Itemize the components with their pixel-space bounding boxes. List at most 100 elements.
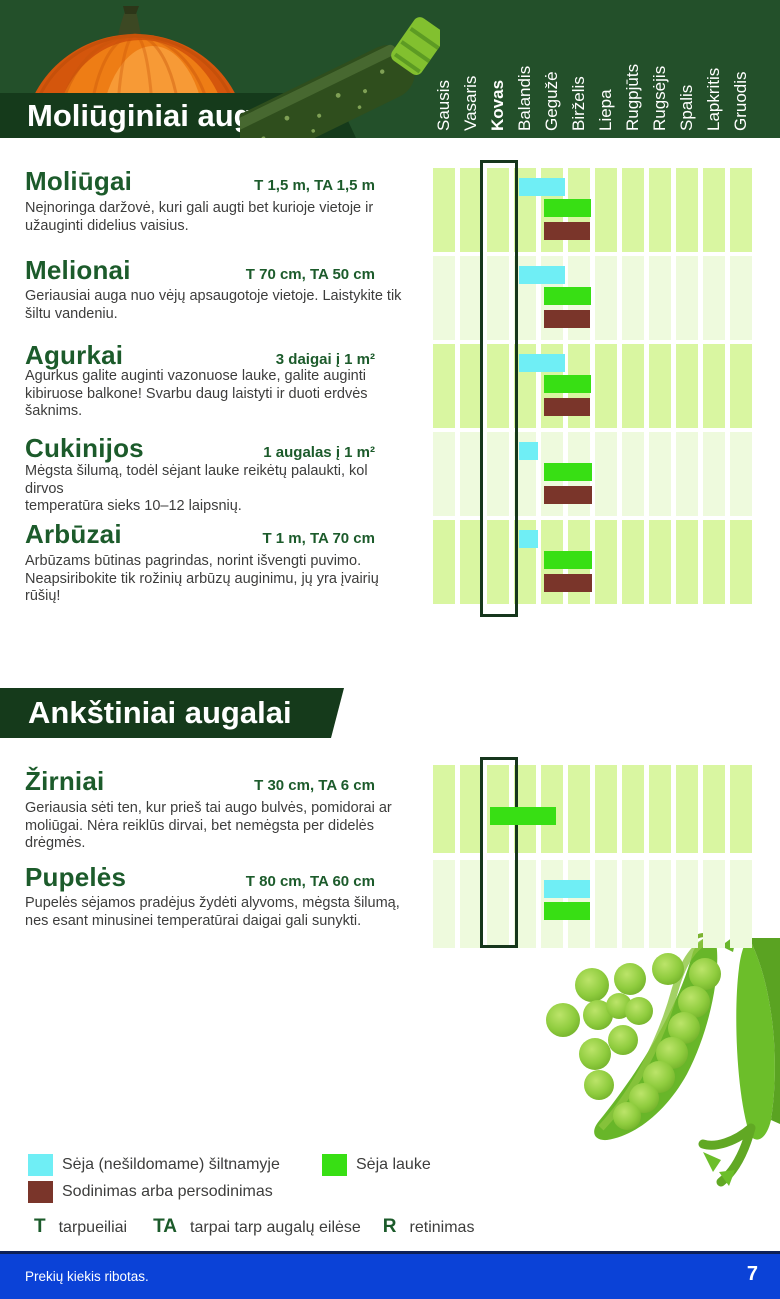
calendar-column	[460, 765, 482, 853]
calendar-column	[595, 860, 617, 948]
calendar-column	[703, 520, 725, 604]
calendar-column	[622, 765, 644, 853]
page-header: Moliūginiai augalai Sausis Vasaris Kovas Ba…	[0, 0, 780, 138]
calendar-bar-outdoor	[489, 807, 556, 825]
calendar-column	[460, 168, 482, 252]
legend-swatch-greenhouse	[28, 1154, 53, 1176]
crop-calendar-band	[433, 765, 752, 853]
month-label: Gruodis	[731, 71, 750, 131]
calendar-column	[568, 765, 590, 853]
calendar-bar-greenhouse	[519, 442, 539, 460]
crop-spec: T 70 cm, TA 50 cm	[245, 266, 375, 283]
legend-swatch-outdoor	[322, 1154, 347, 1176]
calendar-column	[730, 168, 752, 252]
calendar-bar-transplant	[543, 310, 590, 328]
calendar-bar-outdoor	[543, 902, 590, 920]
crop-description: Arbūzams būtinas pagrindas, norint išven…	[25, 553, 379, 604]
calendar-column	[487, 344, 509, 428]
crop-title: Žirniai	[25, 766, 105, 796]
month-label: Kovas	[488, 79, 507, 131]
section-title: Ankštiniai augalai	[28, 695, 292, 730]
crop-spec: 1 augalas į 1 m²	[263, 444, 375, 461]
calendar-column	[703, 765, 725, 853]
calendar-column	[676, 256, 698, 340]
calendar-bar-outdoor	[543, 463, 593, 481]
abbr-key-ta: TA	[153, 1216, 178, 1237]
calendar-bar-greenhouse	[519, 354, 566, 372]
month-label: Rugpjūts	[623, 63, 642, 131]
calendar-column	[433, 765, 455, 853]
highlighted-month-outline	[480, 757, 518, 948]
calendar-column	[649, 168, 671, 252]
calendar-column	[622, 256, 644, 340]
calendar-column	[595, 256, 617, 340]
calendar-column	[703, 168, 725, 252]
calendar-column	[595, 765, 617, 853]
crop-head: Pupelės T 80 cm, TA 60 cm	[25, 862, 375, 893]
month-label: Sausis	[434, 79, 453, 131]
crop-spec: 3 daigai į 1 m²	[275, 351, 375, 368]
calendar-column	[622, 860, 644, 948]
calendar-column	[703, 432, 725, 516]
crop-spec: T 80 cm, TA 60 cm	[245, 873, 375, 890]
crop-description: Agurkus galite auginti vazonuose lauke, …	[25, 368, 368, 419]
calendar-bar-greenhouse	[519, 178, 566, 196]
calendar-column	[622, 344, 644, 428]
crop-spec: T 1 m, TA 70 cm	[262, 530, 375, 547]
calendar-column	[703, 860, 725, 948]
calendar-column	[433, 344, 455, 428]
calendar-column	[649, 860, 671, 948]
peas-image	[546, 933, 780, 1187]
calendar-bar-transplant	[543, 486, 593, 504]
calendar-column	[676, 432, 698, 516]
calendar-column	[487, 256, 509, 340]
calendar-column	[595, 520, 617, 604]
calendar-column	[676, 168, 698, 252]
calendar-bar-transplant	[543, 222, 590, 240]
calendar-column	[433, 520, 455, 604]
abbr-label-ta: tarpai tarp augalų eilėse	[190, 1219, 361, 1236]
legend-swatch-transplant	[28, 1181, 53, 1203]
crop-head: Arbūzai T 1 m, TA 70 cm	[25, 519, 375, 550]
calendar-column	[595, 344, 617, 428]
calendar-bar-transplant	[543, 398, 590, 416]
abbreviations-row: T tarpueiliai TA tarpai tarp augalų eilė…	[34, 1216, 474, 1238]
crop-head: Cukinijos 1 augalas į 1 m²	[25, 433, 375, 464]
calendar-column	[703, 344, 725, 428]
calendar-column	[487, 168, 509, 252]
crop-description: Pupelės sėjamos pradėjus žydėti alyvoms,…	[25, 895, 400, 929]
crop-head: Moliūgai T 1,5 m, TA 1,5 m	[25, 166, 375, 197]
legend-label-transplant: Sodinimas arba persodinimas	[62, 1183, 273, 1200]
crop-title: Moliūgai	[25, 166, 133, 196]
month-label: Birželis	[569, 76, 588, 131]
calendar-bar-greenhouse	[519, 266, 566, 284]
calendar-column	[649, 432, 671, 516]
crop-calendar-band	[433, 168, 752, 252]
crop-head: Agurkai 3 daigai į 1 m²	[25, 340, 375, 371]
calendar-column	[676, 860, 698, 948]
calendar-column	[433, 256, 455, 340]
abbr-label-t: tarpueiliai	[58, 1219, 128, 1236]
calendar-bar-transplant	[543, 574, 593, 592]
calendar-column	[730, 765, 752, 853]
calendar-column	[622, 432, 644, 516]
section-banner-ankstiniai: Ankštiniai augalai	[0, 688, 344, 738]
calendar-column	[595, 168, 617, 252]
crop-title: Melionai	[25, 255, 131, 285]
crop-description: Geriausiai auga nuo vėjų apsaugotoje vie…	[25, 288, 402, 322]
calendar-column	[676, 344, 698, 428]
footer-divider	[0, 1251, 780, 1254]
month-label: Vasaris	[461, 75, 480, 131]
calendar-column	[460, 520, 482, 604]
legend-label-greenhouse: Sėja (nešildomame) šiltnamyje	[62, 1156, 280, 1173]
calendar-column	[595, 432, 617, 516]
abbr-key-r: R	[382, 1216, 397, 1237]
month-label: Balandis	[515, 65, 534, 131]
calendar-column	[622, 168, 644, 252]
calendar-bar-outdoor	[543, 375, 591, 393]
crop-title: Cukinijos	[25, 433, 144, 463]
calendar-column	[622, 520, 644, 604]
crop-description: Mėgsta šilumą, todėl sėjant lauke reikėt…	[25, 463, 368, 514]
calendar-bar-outdoor	[543, 551, 593, 569]
